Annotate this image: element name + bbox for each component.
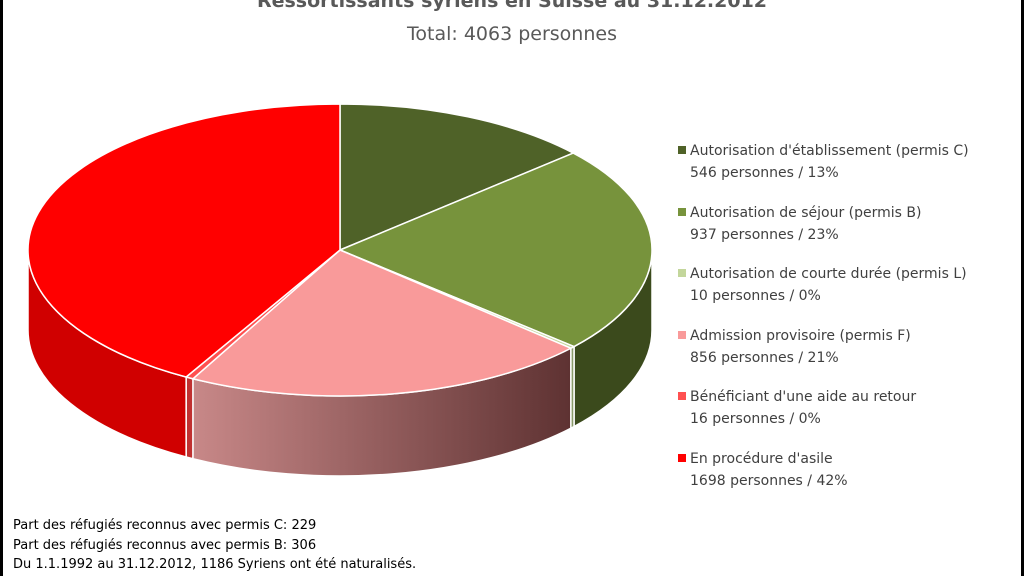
legend-value: 856 personnes / 21%: [690, 349, 839, 366]
chart-subtitle: Total: 4063 personnes: [407, 23, 617, 45]
legend-label: Autorisation d'établissement (permis C): [690, 143, 969, 159]
chart-title: Ressortissants syriens en Suisse au 31.1…: [256, 0, 768, 12]
note-line: Du 1.1.1992 au 31.12.2012, 1186 Syriens …: [13, 557, 417, 572]
legend-swatch: [678, 207, 686, 216]
legend-value: 546 personnes / 13%: [690, 165, 839, 181]
pie-slice: [338, 152, 653, 348]
pie-slice: [339, 103, 575, 252]
legend-swatch: [678, 146, 686, 154]
legend-swatch: [678, 392, 686, 400]
legend-swatch: [678, 453, 686, 462]
pie-slice: [27, 103, 341, 378]
legend-value: 16 personnes / 0%: [690, 411, 821, 427]
note-line: Part des réfugiés reconnus avec permis C…: [13, 518, 317, 533]
legend-value: 1698 personnes / 42%: [690, 472, 848, 489]
note-line: Part des réfugiés reconnus avec permis B…: [13, 537, 317, 553]
legend-value: 937 personnes / 23%: [690, 226, 839, 243]
pie-slice-side: [185, 376, 194, 460]
legend-label: Autorisation de séjour (permis B): [690, 204, 922, 221]
legend-label: Autorisation de courte durée (permis L): [690, 266, 967, 282]
legend-label: Admission provisoire (permis F): [690, 327, 911, 344]
legend-label: Bénéficiant d'une aide au retour: [690, 389, 917, 405]
legend-label: En procédure d'asile: [690, 450, 833, 467]
pie-slice: [191, 249, 573, 397]
legend-swatch: [678, 269, 686, 277]
legend-swatch: [678, 330, 686, 339]
legend-value: 10 personnes / 0%: [690, 288, 821, 304]
footnotes: Part des réfugiés reconnus avec permis C…: [13, 516, 416, 575]
